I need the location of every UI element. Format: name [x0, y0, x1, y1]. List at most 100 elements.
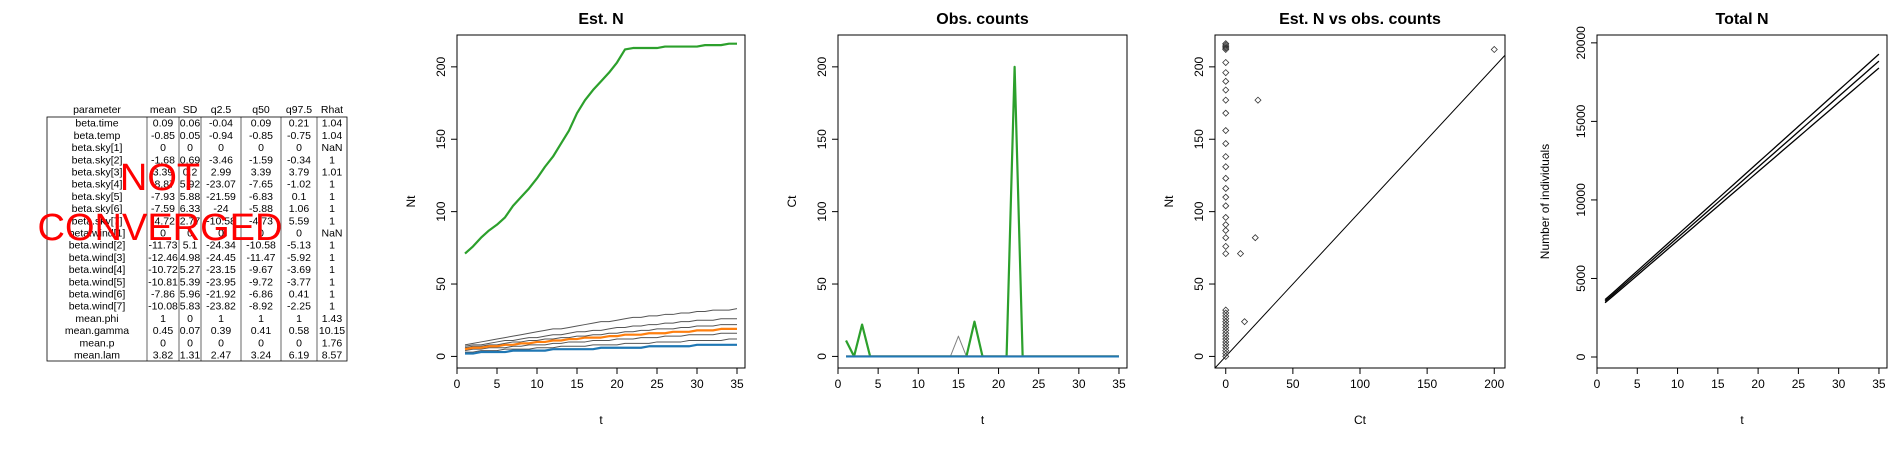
scatter-point-43 [1236, 250, 1245, 258]
plot-frame [837, 34, 1128, 369]
x-tick-label: 0 [835, 377, 842, 391]
table-cell: 1.43 [322, 313, 343, 325]
x-axis-label: t [599, 413, 603, 427]
table-cell: 0 [160, 142, 166, 154]
table-cell: mean.lam [74, 350, 120, 362]
table-cell: 4.98 [180, 252, 201, 264]
table-cell: NaN [321, 228, 342, 240]
x-tick-label: 15 [1711, 377, 1725, 391]
table-cell: 10.15 [319, 325, 345, 337]
scatter-point-6 [1222, 202, 1230, 210]
table-cell: -0.85 [249, 130, 273, 142]
table-cell: -0.85 [151, 130, 175, 142]
table-cell: 5.39 [180, 276, 201, 288]
table-cell: -10.08 [148, 301, 178, 313]
series-line-5 [464, 324, 737, 349]
y-tick-label: 5000 [1574, 265, 1588, 292]
total-n-panel: Total N 0 5 10 15 20 25 30 35 0 5000 10000 15000 2000… [1538, 11, 1888, 427]
table-cell: -7.93 [151, 191, 175, 203]
x-tick-label: 35 [1872, 377, 1886, 391]
table-cell: -8.87 [151, 179, 175, 191]
x-tick-label: 5 [875, 377, 882, 391]
table-cell: 0 [218, 228, 224, 240]
table-cell: 0 [258, 337, 264, 349]
x-tick-label: 0 [1222, 377, 1229, 391]
table-cell: 5.96 [180, 289, 201, 301]
table-cell: -9.72 [249, 276, 273, 288]
table-border [46, 116, 348, 362]
y-tick-label: 10000 [1574, 183, 1588, 217]
x-tick-label: 5 [494, 377, 501, 391]
table-header-cell: Rhat [321, 104, 343, 116]
x-axis-label: t [1740, 413, 1744, 427]
y-tick-label: 150 [434, 129, 448, 149]
table-cell: 0 [218, 142, 224, 154]
y-axis-label: Number of individuals [1538, 144, 1552, 259]
x-tick-label: 35 [730, 377, 744, 391]
table-cell: -1.02 [287, 179, 311, 191]
y-tick-label: 0 [434, 353, 448, 360]
series-line-2 [465, 343, 737, 355]
x-tick-label: 20 [992, 377, 1006, 391]
table-cell: -6.83 [249, 191, 273, 203]
scatter-point-37 [1222, 320, 1230, 329]
table-cell: 2.77 [180, 215, 201, 227]
identity-line [1215, 54, 1505, 368]
table-cell: -24.34 [206, 240, 236, 252]
scatter-point-35 [1222, 326, 1230, 334]
table-cell: 1.06 [289, 203, 310, 215]
table-cell: beta.wind[6] [69, 289, 126, 301]
x-tick-label: 15 [952, 377, 966, 391]
table-cell: -11.73 [149, 240, 178, 252]
table-cell: 3.39 [251, 167, 272, 179]
scatter-point-1 [1222, 242, 1230, 250]
table-cell: 1 [329, 191, 335, 203]
scatter-point-31 [1222, 338, 1230, 346]
table-cell: -7.65 [249, 179, 273, 191]
scatter-point-25 [1222, 40, 1230, 48]
table-cell: 0.41 [289, 289, 310, 301]
table-cell: 3.79 [289, 167, 310, 179]
scatter-point-28 [1222, 347, 1230, 355]
series-line-4 [464, 318, 737, 347]
table-cell: mean.phi [75, 313, 118, 325]
table-cell: 5.1 [183, 240, 198, 252]
table-cell: -3.69 [287, 264, 311, 276]
scatter-point-41 [1222, 309, 1230, 317]
scatter-point-8 [1222, 184, 1230, 193]
table-cell: -0.94 [209, 130, 233, 142]
table-cell: 2.99 [211, 167, 232, 179]
series-line-6 [464, 332, 737, 352]
x-tick-label: 25 [1792, 377, 1806, 391]
table-cell: 0 [296, 142, 302, 154]
plot-frame [1214, 34, 1506, 369]
table-cell: -23.07 [206, 179, 236, 191]
table-cell: 0.45 [153, 325, 174, 337]
y-tick-label: 200 [434, 57, 448, 77]
table-cell: beta.sky[6] [72, 203, 123, 215]
table-cell: 0 [187, 337, 193, 349]
table-cell: -23.82 [206, 301, 236, 313]
scatter-point-15 [1222, 96, 1230, 104]
plot-frame [1596, 34, 1888, 369]
table-header-cell: parameter [73, 104, 121, 116]
table-cell: -7.86 [151, 289, 175, 301]
table-cell: 1 [258, 313, 264, 325]
table-cell: 1 [329, 154, 335, 166]
table-cell: -2.25 [287, 301, 311, 313]
table-cell: 0 [160, 228, 166, 240]
scatter-point-2 [1222, 234, 1230, 242]
obs-counts-panel: Obs. counts 0 5 10 15 20 25 30 35 0 50 100 150 200 t Ct [785, 11, 1128, 427]
series-line-0 [464, 42, 737, 255]
table-cell: 3.24 [251, 350, 272, 362]
table-cell: 1.04 [322, 118, 343, 130]
table-cell: -4.72 [151, 215, 175, 227]
table-cell: -23.15 [206, 264, 236, 276]
x-tick-label: 30 [1072, 377, 1086, 391]
table-cell: mean.gamma [65, 325, 129, 337]
scatter-point-34 [1222, 329, 1230, 337]
table-cell: -24 [213, 203, 228, 215]
y-tick-label: 15000 [1574, 104, 1588, 138]
x-tick-label: 25 [650, 377, 664, 391]
scatter-point-30 [1222, 341, 1230, 349]
